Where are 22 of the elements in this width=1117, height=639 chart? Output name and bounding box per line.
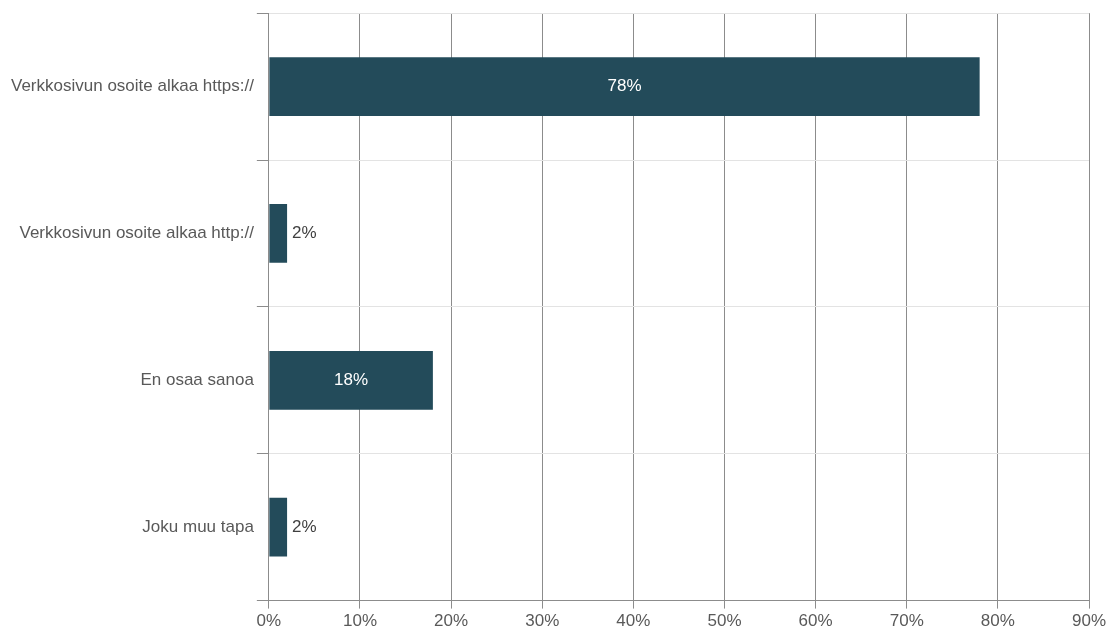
x-tick-label: 30% [525, 611, 560, 631]
y-tick-label: En osaa sanoa [140, 370, 255, 390]
bar [269, 204, 288, 263]
x-tick-label: 90% [1071, 611, 1107, 631]
data-label: 2% [292, 516, 317, 536]
y-tick-label: Verkkosivun osoite alkaa http:// [19, 223, 255, 243]
x-tick-label: 80% [980, 611, 1015, 631]
bar [269, 497, 288, 557]
x-tick-label: 40% [616, 611, 651, 631]
x-tick-label: 10% [342, 611, 377, 631]
data-label: 18% [334, 370, 369, 390]
bar [269, 350, 433, 410]
y-tick-label: Joku muu tapa [142, 516, 255, 536]
y-tick-label: Verkkosivun osoite alkaa https:// [11, 76, 255, 96]
data-label: 78% [607, 76, 642, 96]
x-tick-label: 60% [798, 611, 833, 631]
x-tick-label: 50% [707, 611, 742, 631]
bar [269, 57, 980, 116]
x-tick-label: 0% [256, 611, 282, 631]
x-tick-label: 70% [889, 611, 924, 631]
x-tick-label: 20% [434, 611, 469, 631]
data-label: 2% [292, 223, 317, 243]
